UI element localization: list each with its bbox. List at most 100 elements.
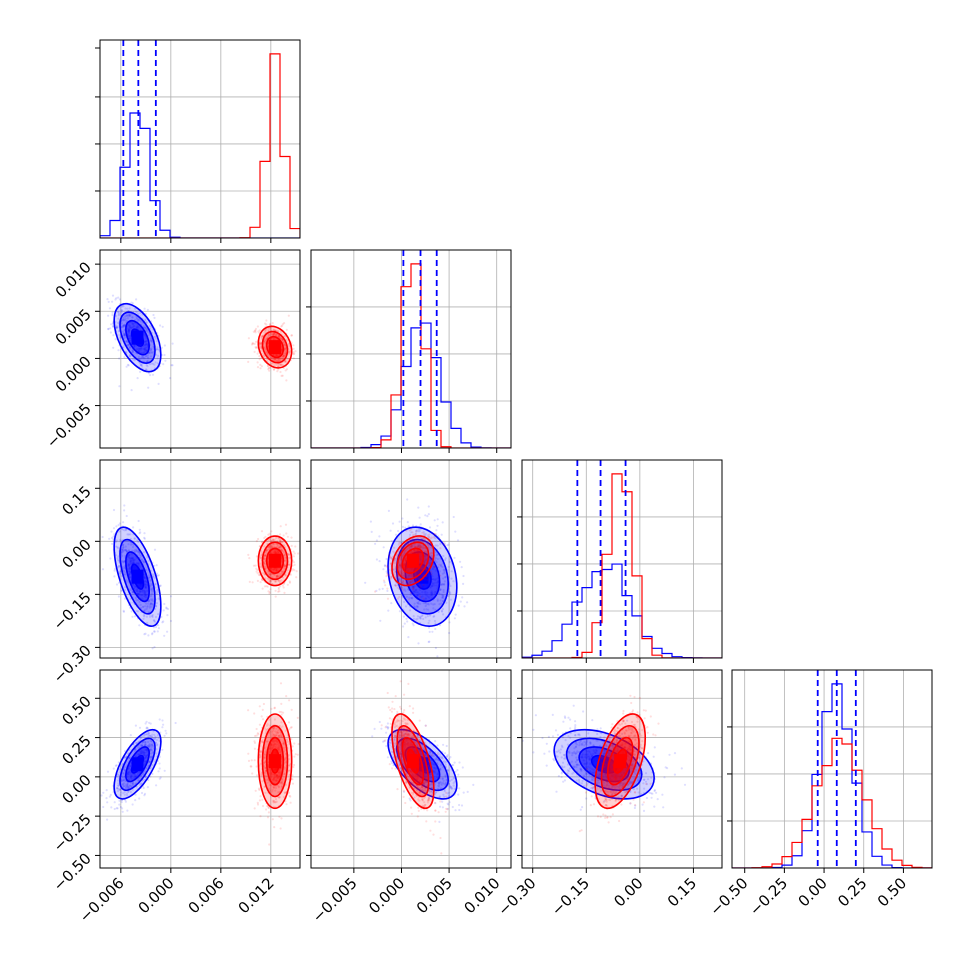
scatter-point [116,807,119,810]
scatter-point [270,707,273,711]
scatter-point [113,807,116,811]
scatter-point [282,354,286,358]
scatter-point [122,521,125,524]
scatter-point [412,533,415,536]
scatter-point [140,357,143,360]
scatter-point [273,358,276,361]
scatter-point [129,355,132,358]
scatter-point [114,298,117,301]
scatter-point [428,526,432,529]
scatter-point [123,504,126,507]
scatter-point [119,336,122,339]
scatter-point [121,324,125,327]
scatter-point [280,363,283,366]
scatter-point [270,530,273,533]
scatter-point [293,763,296,767]
scatter-point [259,581,262,584]
scatter-point [119,805,122,809]
scatter-point [436,518,439,521]
scatter-point [259,343,262,346]
scatter-point [434,627,437,631]
scatter-point [277,368,280,371]
scatter-point [144,318,147,321]
scatter-point [279,357,282,360]
scatter-point [403,622,406,625]
histogram-blue [100,112,300,238]
scatter-point [148,324,151,328]
scatter-point [364,581,367,584]
histogram-panel-1 [95,39,301,243]
scatter-point [150,339,153,343]
scatter-point [145,321,148,324]
scatter-point [171,364,174,367]
scatter-point [147,372,150,375]
scatter-point [264,329,267,332]
scatter-point [131,316,134,319]
scatter-point [457,604,460,607]
scatter-point [161,726,164,729]
scatter-point [158,762,161,765]
scatter-point [155,348,158,351]
y-tick-label: −0.30 [50,641,95,686]
scatter-point [150,351,153,354]
scatter-point [297,552,300,555]
scatter-point [109,557,112,560]
scatter-point [259,341,262,344]
scatter-point [153,316,156,319]
scatter-point [426,515,429,518]
scatter-point [274,358,277,361]
scatter-point [281,357,284,360]
scatter-point [375,539,378,542]
scatter-point [381,587,384,590]
scatter-point [459,560,462,563]
scatter-point [259,343,262,346]
scatter-point [289,801,292,804]
scatter-point [279,363,282,366]
scatter-point [418,584,421,587]
scatter-point [134,318,137,321]
scatter-point [146,786,149,789]
scatter-point [284,349,287,353]
scatter-point [281,355,285,358]
scatter-point [466,601,469,604]
scatter-point [282,340,285,343]
scatter-point [281,338,284,342]
scatter-point [171,342,174,345]
scatter-point [374,542,377,545]
scatter-point [277,359,280,362]
scatter-point [127,343,130,346]
scatter-point [260,335,263,338]
scatter-point [131,349,134,352]
scatter-point [138,532,141,535]
scatter-point [278,334,281,337]
scatter-point [390,602,393,605]
scatter-point [115,583,119,586]
scatter-point [117,296,120,299]
scatter-point [89,295,91,297]
scatter-point [290,544,293,548]
scatter-panel-4-1: −0.006 0.000 0.006 0.012−0.50−0.250.000.250… [50,669,301,926]
scatter-point [386,587,389,590]
scatter-point [422,583,425,587]
axis-ticks [517,516,694,663]
scatter-point [280,325,283,328]
scatter-point [378,588,381,591]
scatter-point [433,519,436,522]
scatter-point [260,336,263,339]
scatter-point [390,539,393,543]
scatter-point [123,334,126,337]
scatter-point [151,633,154,636]
scatter-point [461,596,464,599]
scatter-point [111,313,114,317]
scatter-point [156,630,159,633]
scatter-point [143,532,146,535]
scatter-point [378,535,381,538]
scatter-point [264,535,267,538]
scatter-point [122,609,125,613]
scatter-point [440,533,443,536]
scatter-point [125,314,128,317]
scatter-point [252,330,255,333]
scatter-point [144,368,148,371]
scatter-point [127,313,130,316]
